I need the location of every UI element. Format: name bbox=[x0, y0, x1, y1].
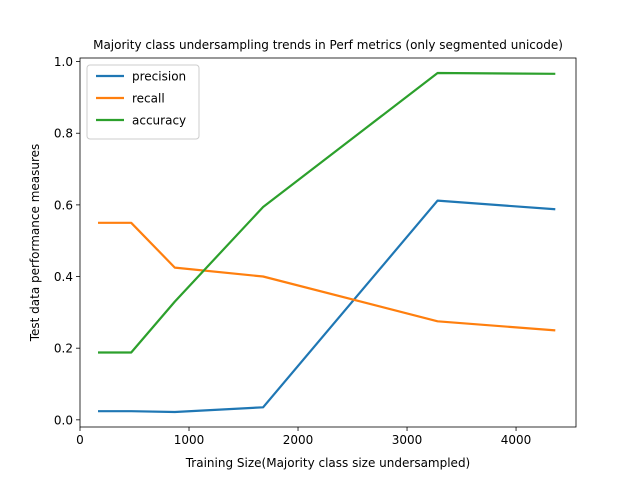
x-tick-label: 4000 bbox=[501, 433, 532, 447]
series-lines bbox=[97, 71, 556, 414]
y-tick-label: 0.8 bbox=[54, 127, 73, 141]
legend: precision recall accuracy bbox=[86, 64, 200, 140]
legend-label-recall: recall bbox=[132, 92, 165, 106]
plot-frame bbox=[79, 57, 577, 428]
x-axis-label: Training Size(Majority class size unders… bbox=[185, 456, 471, 470]
legend-label-accuracy: accuracy bbox=[132, 114, 186, 128]
series-line-recall bbox=[97, 221, 556, 332]
series-line-accuracy bbox=[97, 71, 556, 354]
y-tick-label: 0.6 bbox=[54, 198, 73, 212]
y-tick-label: 0.0 bbox=[54, 413, 73, 427]
x-tick-label: 1000 bbox=[174, 433, 205, 447]
y-tick-label: 0.4 bbox=[54, 270, 73, 284]
x-axis: 0 1000 2000 3000 4000 bbox=[76, 427, 531, 447]
x-tick-label: 0 bbox=[76, 433, 84, 447]
series-line-precision bbox=[97, 199, 556, 414]
chart-title: Majority class undersampling trends in P… bbox=[93, 38, 563, 52]
y-axis-label: Test data performance measures bbox=[28, 144, 42, 343]
x-tick-label: 2000 bbox=[283, 433, 314, 447]
y-tick-label: 0.2 bbox=[54, 342, 73, 356]
legend-label-precision: precision bbox=[132, 70, 186, 84]
x-tick-label: 3000 bbox=[392, 433, 423, 447]
y-axis: 0.0 0.2 0.4 0.6 0.8 1.0 bbox=[54, 55, 80, 427]
y-tick-label: 1.0 bbox=[54, 55, 73, 69]
